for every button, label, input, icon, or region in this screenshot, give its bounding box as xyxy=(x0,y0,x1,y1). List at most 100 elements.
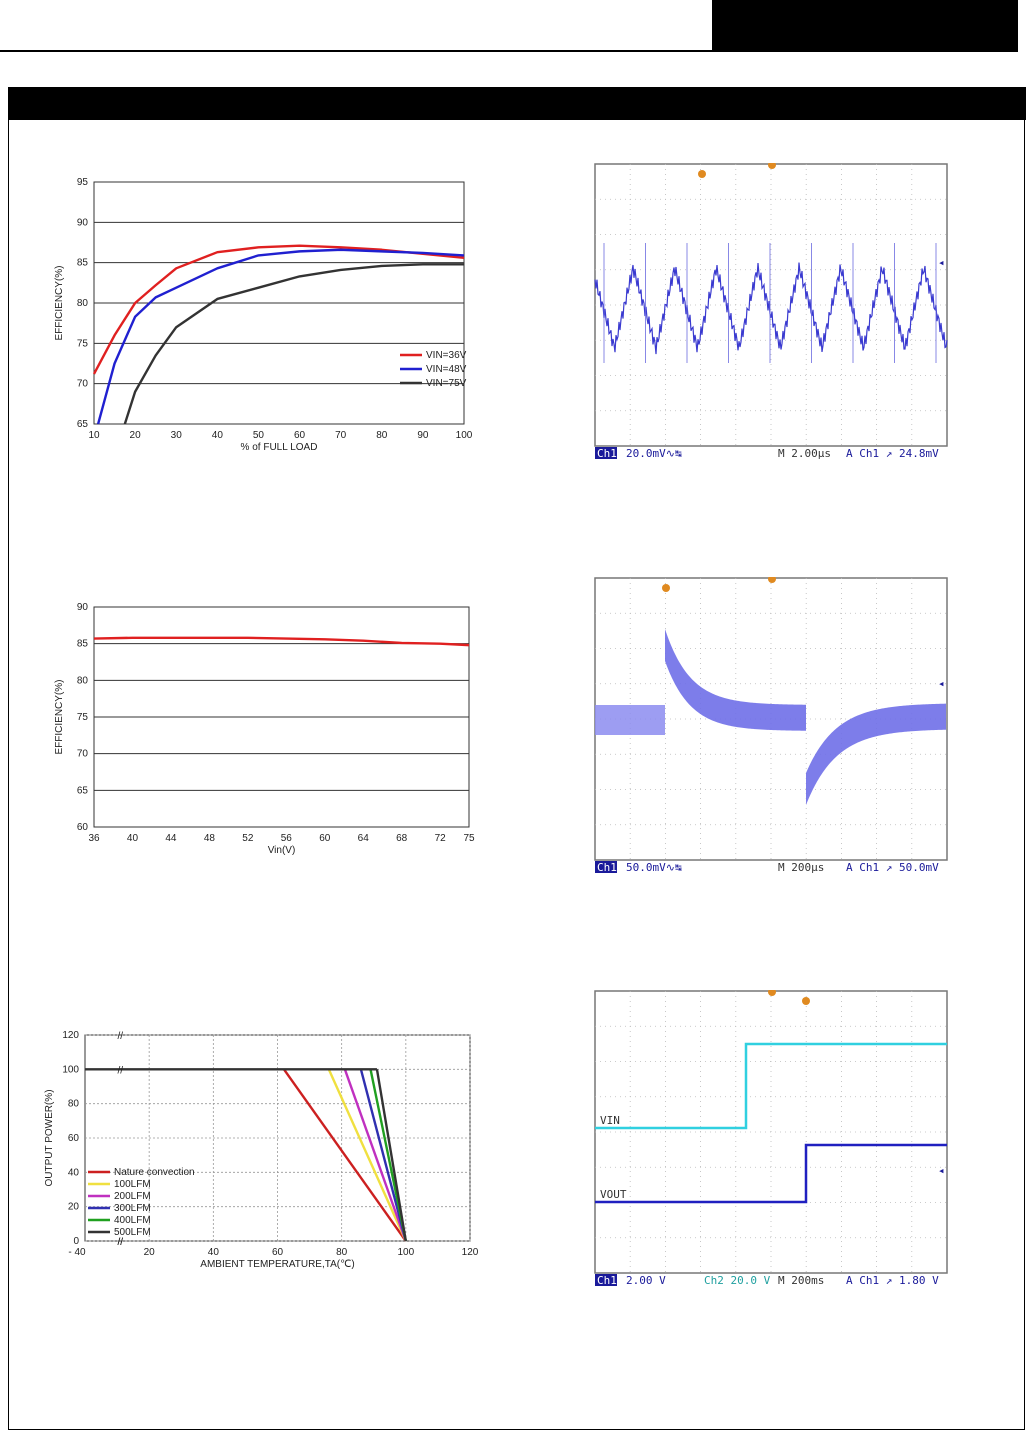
x-tick-label: 36 xyxy=(88,833,100,844)
x-tick-label: 20 xyxy=(144,1247,156,1258)
x-tick-label: 70 xyxy=(335,430,347,441)
legend-label-3: 300LFM xyxy=(114,1203,151,1214)
y-tick-label: 65 xyxy=(77,785,89,796)
vout-trace xyxy=(595,1143,947,1204)
x-tick-label: 80 xyxy=(336,1247,348,1258)
x-tick-label: 60 xyxy=(272,1247,284,1258)
axis-break-mark: // xyxy=(118,1065,124,1076)
y-tick-label: 80 xyxy=(77,675,89,686)
series-line-2 xyxy=(123,263,464,425)
trigger-info: A Ch1 ↗ 1.80 V xyxy=(846,1274,939,1287)
legend-label-4: 400LFM xyxy=(114,1215,151,1226)
x-axis-label: % of FULL LOAD xyxy=(241,442,318,453)
axis-break-mark: // xyxy=(118,1031,124,1042)
legend-label-2: 200LFM xyxy=(114,1191,151,1202)
series-line-0 xyxy=(92,244,465,375)
level-arrow-icon: ◂ xyxy=(938,677,945,690)
ripple-trace xyxy=(594,262,948,355)
x-tick-label: 80 xyxy=(376,430,388,441)
y-tick-label: 90 xyxy=(77,602,89,613)
series-line-0 xyxy=(93,636,470,647)
x-tick-label: 52 xyxy=(242,833,254,844)
y-tick-label: 80 xyxy=(77,298,89,309)
channel-label: Ch1 xyxy=(597,447,617,460)
trigger-position-icon xyxy=(768,990,776,996)
y-tick-label: 60 xyxy=(77,822,89,833)
series-line-5 xyxy=(375,1069,408,1242)
channel-badge xyxy=(595,447,617,459)
axis-break-mark: // xyxy=(118,1237,124,1248)
channel2-scale: Ch2 20.0 V xyxy=(704,1274,771,1287)
x-tick-label: 72 xyxy=(435,833,447,844)
channel-label: Ch1 xyxy=(597,861,617,874)
header-rule xyxy=(0,50,1018,52)
x-tick-label: 40 xyxy=(212,430,224,441)
x-tick-label: 30 xyxy=(171,430,183,441)
y-tick-label: 75 xyxy=(77,338,89,349)
vin-trace xyxy=(595,1042,947,1130)
x-tick-label: 75 xyxy=(463,833,475,844)
y-tick-label: 65 xyxy=(77,419,89,430)
trigger-marker-icon xyxy=(802,997,810,1005)
x-tick-label: 44 xyxy=(165,833,177,844)
undershoot-band xyxy=(806,703,946,805)
x-tick-label: 90 xyxy=(417,430,429,441)
y-tick-label: 80 xyxy=(68,1099,80,1110)
series-line-1 xyxy=(327,1068,407,1242)
trigger-position-icon xyxy=(768,577,776,583)
y-tick-label: 100 xyxy=(62,1064,79,1075)
channel-badge xyxy=(595,1274,617,1286)
y-tick-label: 70 xyxy=(77,749,89,760)
noise-band xyxy=(595,705,665,735)
x-start-label: - 40 xyxy=(68,1247,86,1258)
timebase: M 200ms xyxy=(778,1274,824,1287)
trigger-marker-icon xyxy=(698,170,706,178)
series-line-1 xyxy=(96,248,465,425)
x-tick-label: 40 xyxy=(127,833,139,844)
axis-break-mark: // xyxy=(118,1237,124,1248)
y-tick-label: 120 xyxy=(62,1030,79,1041)
x-tick-label: 48 xyxy=(204,833,216,844)
trigger-position-icon xyxy=(768,163,776,169)
level-arrow-icon: ◂ xyxy=(938,256,945,269)
vin-label: VIN xyxy=(600,1114,620,1127)
channel-badge xyxy=(595,861,617,873)
vout-label: VOUT xyxy=(600,1188,627,1201)
y-tick-label: 90 xyxy=(77,217,89,228)
level-arrow-icon: ◂ xyxy=(938,1164,945,1177)
y-tick-label: 60 xyxy=(68,1133,80,1144)
content-frame xyxy=(8,120,1025,1430)
trigger-marker-icon xyxy=(662,584,670,592)
derating-chart: 0 20 40 60 80 100 120 20 40 60 80 100 120 AMBIENT TEM… xyxy=(44,1030,479,1270)
x-tick-label: 64 xyxy=(358,833,370,844)
series-line-2 xyxy=(343,1068,407,1242)
y-tick-label: 70 xyxy=(77,379,89,390)
x-axis-label: AMBIENT TEMPERATURE,TA(℃) xyxy=(200,1259,354,1270)
legend-label-1: VIN=48V xyxy=(426,364,467,375)
x-tick-label: 40 xyxy=(208,1247,220,1258)
ripple-scope: Ch1 20.0mV∿↹ M 2.00µs A Ch1 ↗ 24.8mV ◂ xyxy=(594,163,948,460)
y-axis-label: OUTPUT POWER(%) xyxy=(44,1089,55,1186)
x-tick-label: 100 xyxy=(397,1247,414,1258)
channel-scale: 50.0mV∿↹ xyxy=(626,861,682,874)
efficiency-vs-load-chart: 65 70 75 80 85 90 95 10 20 30 40 50 60 70 80 90 100 % of … xyxy=(54,177,473,453)
y-tick-label: 40 xyxy=(68,1167,80,1178)
timebase: M 2.00µs xyxy=(778,447,831,460)
y-axis-label: EFFICIENCY(%) xyxy=(54,680,65,755)
y-axis-label: EFFICIENCY(%) xyxy=(54,266,65,341)
x-tick-label: 56 xyxy=(281,833,293,844)
section-bar xyxy=(8,87,1026,120)
y-tick-label: 75 xyxy=(77,712,89,723)
legend-label-2: VIN=75V xyxy=(426,378,467,389)
x-tick-label: 20 xyxy=(130,430,142,441)
y-tick-label: 0 xyxy=(73,1236,79,1247)
trigger-info: A Ch1 ↗ 24.8mV xyxy=(846,447,939,460)
y-tick-label: 85 xyxy=(77,639,89,650)
x-tick-label: 50 xyxy=(253,430,265,441)
legend-label-0: VIN=36V xyxy=(426,350,467,361)
legend-label-0: Nature convection xyxy=(114,1167,195,1178)
timebase: M 200µs xyxy=(778,861,824,874)
channel-label: Ch1 xyxy=(597,1274,617,1287)
x-tick-label: 100 xyxy=(456,430,473,441)
legend-label-5: 500LFM xyxy=(114,1227,151,1238)
